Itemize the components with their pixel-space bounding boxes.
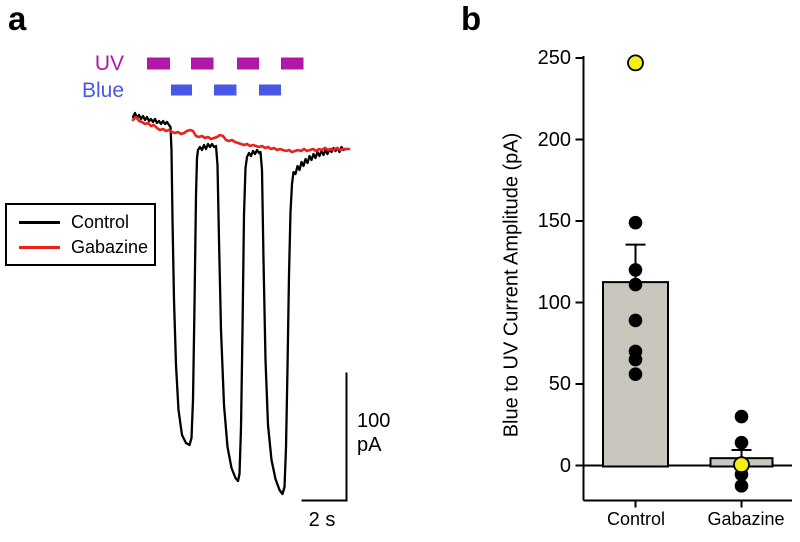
control-trace <box>131 111 347 496</box>
uv-stimulus-bar <box>237 57 259 70</box>
uv-stimulus-label: UV <box>94 52 124 75</box>
legend-label-gabazine: Gabazine <box>71 237 149 257</box>
y-tick-label: 100 <box>537 291 571 314</box>
data-point <box>628 277 643 292</box>
trace-legend: Control Gabazine <box>5 203 156 266</box>
data-point <box>734 435 749 450</box>
y-tick-label: 200 <box>537 128 571 151</box>
data-point <box>628 215 643 230</box>
scale-bar-amplitude-unit: pA <box>357 434 382 456</box>
panel-b-label: b <box>461 0 482 37</box>
blue-stimulus-bar <box>214 84 237 96</box>
blue-stimulus-label: Blue <box>81 79 124 102</box>
x-category-label-control: Control <box>606 509 666 529</box>
uv-stimulus-bar <box>147 57 170 70</box>
x-category-label-gabazine: Gabazine <box>707 509 785 529</box>
data-point-highlight <box>627 54 644 72</box>
blue-stimulus-bar <box>259 84 281 96</box>
data-point <box>734 479 749 493</box>
data-point-highlight <box>733 456 750 474</box>
data-point <box>628 352 643 367</box>
scale-bar-time-label: 2 s <box>308 509 336 531</box>
uv-stimulus-bar <box>281 57 304 70</box>
y-axis-title: Blue to UV Current Amplitude (pA) <box>500 132 523 438</box>
blue-stimulus-bar <box>171 84 192 96</box>
legend-label-control: Control <box>71 212 130 232</box>
y-tick-label: 0 <box>559 454 571 477</box>
gabazine-line-swatch <box>19 245 60 249</box>
legend-item-control: Control <box>19 213 154 231</box>
y-tick-label: 150 <box>537 210 571 232</box>
gabazine-trace <box>131 115 351 154</box>
scale-bar <box>301 372 348 502</box>
uv-stimulus-bar <box>191 57 214 70</box>
y-tick-label: 50 <box>548 373 571 395</box>
data-point <box>628 367 643 382</box>
y-tick-label: 250 <box>537 47 571 69</box>
data-point <box>628 263 643 277</box>
panel-a-label: a <box>8 0 27 37</box>
legend-item-gabazine: Gabazine <box>19 238 154 256</box>
control-line-swatch <box>19 220 60 224</box>
scale-bar-amplitude-value: 100 <box>357 410 391 432</box>
data-point <box>734 409 749 424</box>
data-point <box>628 313 643 328</box>
